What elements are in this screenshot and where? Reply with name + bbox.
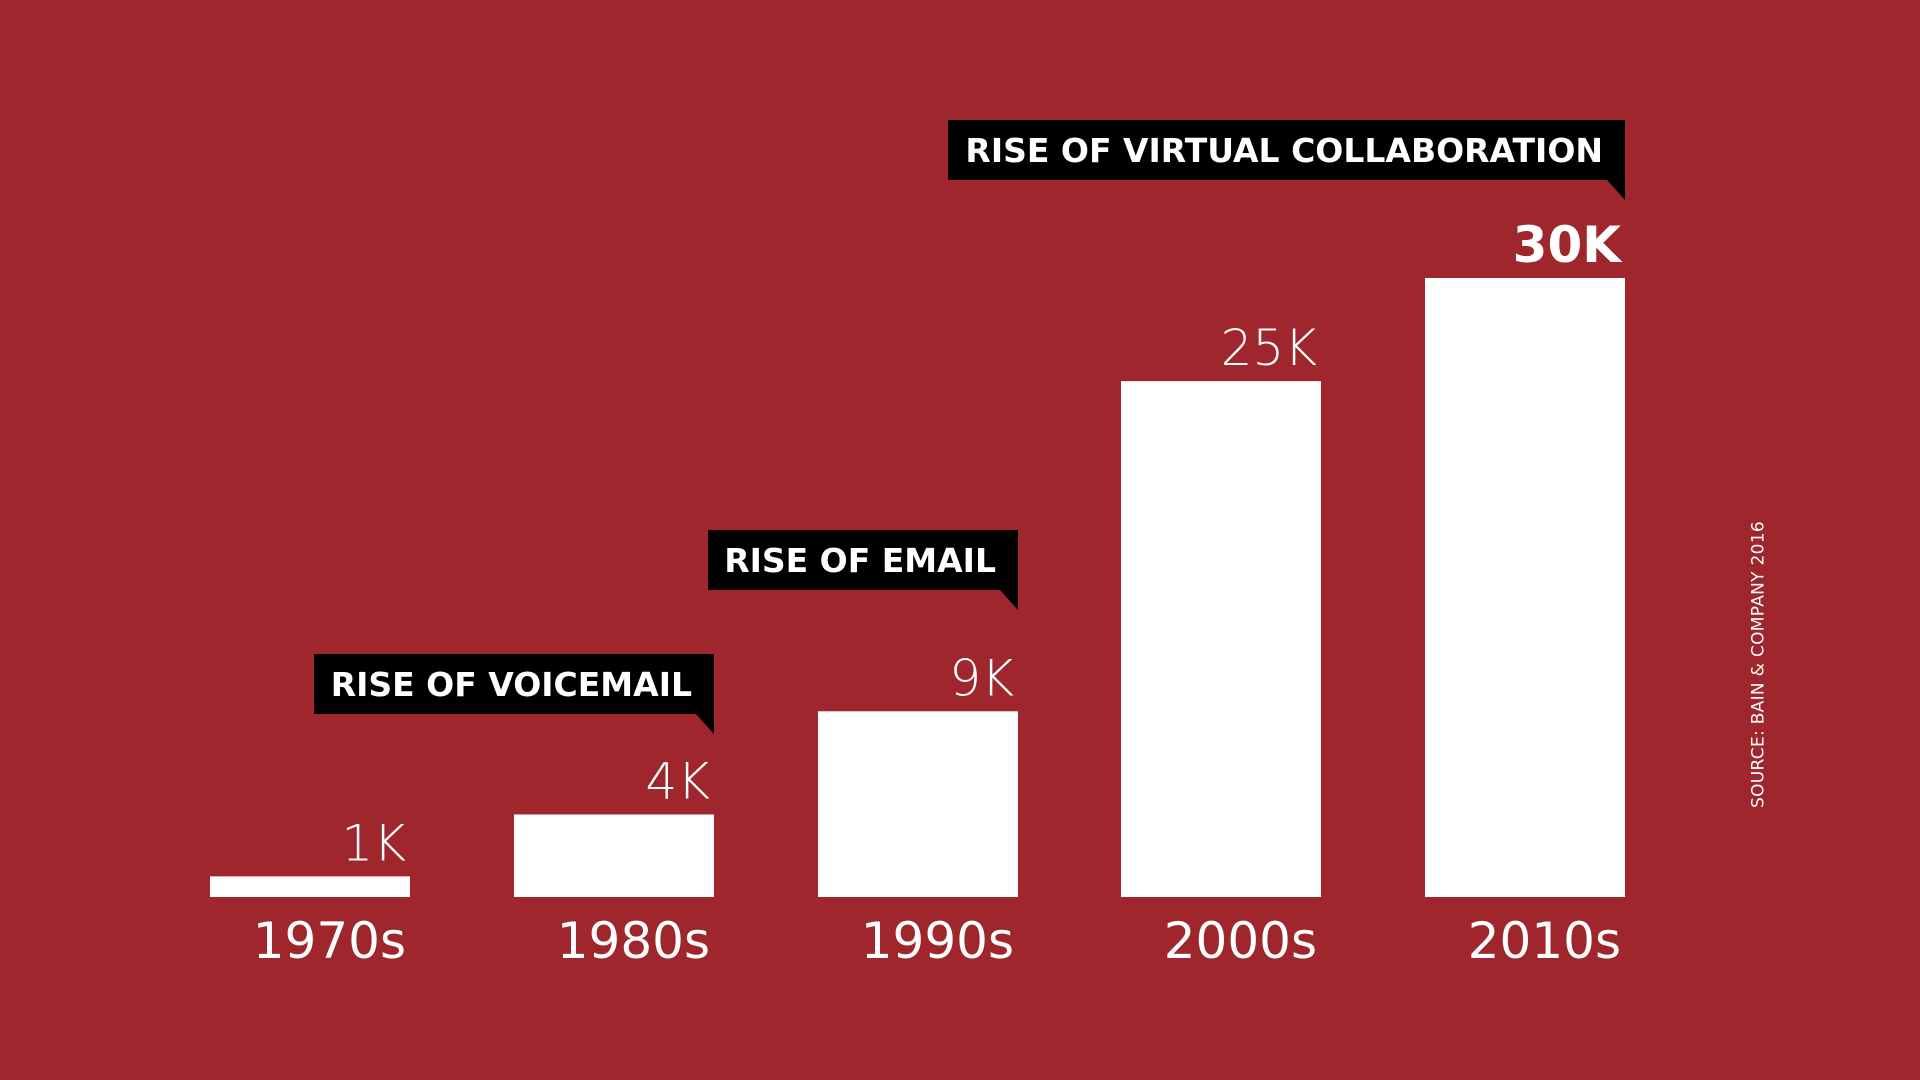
bar-1980s bbox=[514, 814, 714, 897]
callout-box-rise-of-email bbox=[708, 530, 1018, 590]
category-label-2000s: 2000s bbox=[1164, 912, 1317, 970]
value-label-1990s: 9K bbox=[949, 649, 1014, 707]
callout-tail-rise-of-virtual-collaboration bbox=[1607, 180, 1625, 200]
value-label-1980s: 4K bbox=[645, 752, 710, 810]
callout-box-rise-of-voicemail bbox=[314, 654, 714, 714]
bar-1990s bbox=[818, 711, 1018, 897]
bar-2010s bbox=[1425, 278, 1625, 897]
callout-box-rise-of-virtual-collaboration bbox=[948, 120, 1625, 180]
callout-text-rise-of-voicemail: RISE OF VOICEMAIL bbox=[331, 665, 692, 704]
value-label-2010s: 30K bbox=[1513, 216, 1624, 274]
category-label-1980s: 1980s bbox=[557, 912, 710, 970]
value-label-2000s: 25K bbox=[1221, 319, 1318, 377]
bar-1970s bbox=[210, 876, 410, 897]
category-label-2010s: 2010s bbox=[1468, 912, 1621, 970]
callout-tail-rise-of-email bbox=[1000, 590, 1018, 610]
callout-text-rise-of-email: RISE OF EMAIL bbox=[724, 541, 996, 580]
source-note: SOURCE: BAIN & COMPANY 2016 bbox=[1748, 521, 1769, 808]
category-label-1990s: 1990s bbox=[861, 912, 1014, 970]
callout-text-rise-of-virtual-collaboration: RISE OF VIRTUAL COLLABORATION bbox=[965, 131, 1603, 170]
callout-rise-of-voicemail: RISE OF VOICEMAIL bbox=[314, 654, 714, 734]
bar-2000s bbox=[1121, 381, 1321, 898]
callout-tail-rise-of-voicemail bbox=[696, 714, 714, 734]
value-label-1970s: 1K bbox=[341, 814, 406, 872]
category-label-1970s: 1970s bbox=[253, 912, 406, 970]
callout-rise-of-virtual-collaboration: RISE OF VIRTUAL COLLABORATION bbox=[948, 120, 1625, 200]
callout-rise-of-email: RISE OF EMAIL bbox=[708, 530, 1018, 610]
